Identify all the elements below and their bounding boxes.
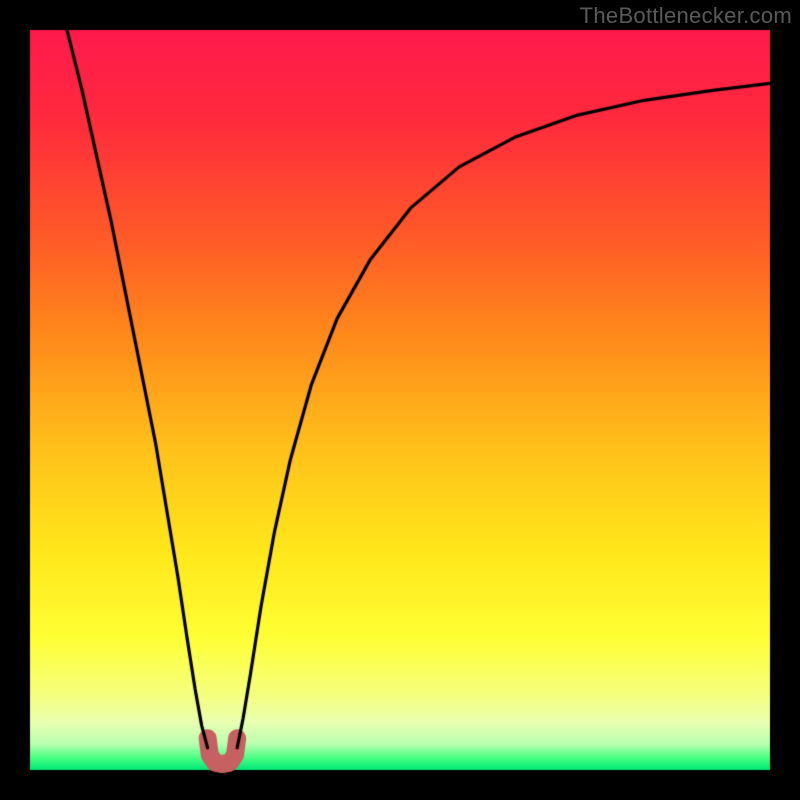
bottleneck-curve-chart — [0, 0, 800, 800]
